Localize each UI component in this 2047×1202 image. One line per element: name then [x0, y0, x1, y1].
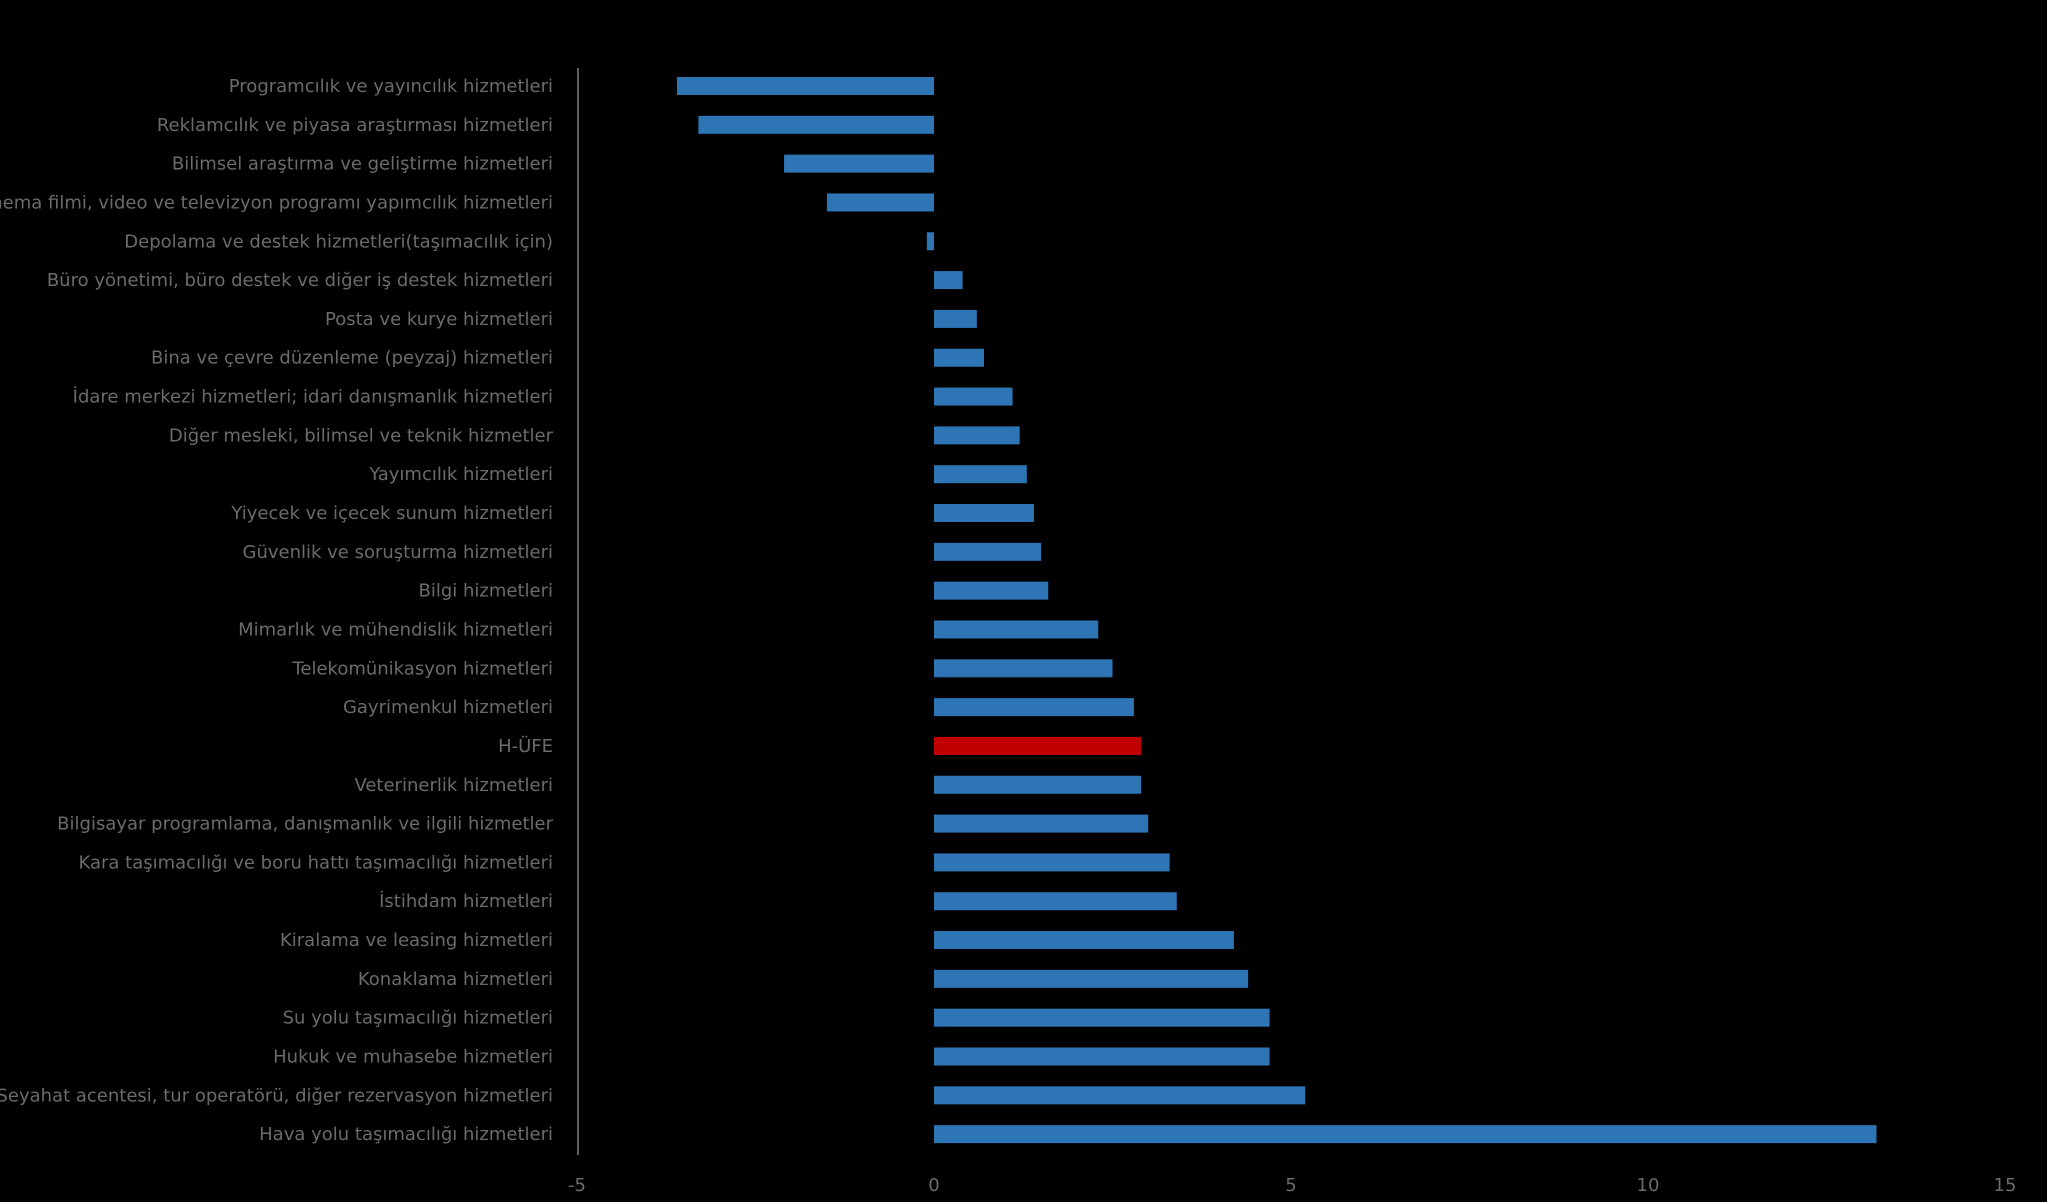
bar [934, 387, 1013, 406]
bar [934, 1125, 1877, 1144]
bar [934, 931, 1234, 950]
bar [826, 193, 934, 212]
bar [934, 620, 1099, 639]
bar [934, 271, 963, 290]
bar [934, 1047, 1270, 1066]
category-label: Bilimsel araştırma ve geliştirme hizmetl… [172, 154, 553, 175]
bar [926, 232, 934, 251]
x-tick-label: 10 [1637, 1175, 1660, 1196]
category-label: H-ÜFE [498, 735, 553, 757]
category-label: Sinema filmi, video ve televizyon progra… [0, 192, 553, 213]
bar [934, 504, 1034, 523]
bar [934, 892, 1177, 911]
category-label: Telekomünikasyon hizmetleri [291, 658, 553, 679]
bar [934, 814, 1149, 833]
bar [934, 581, 1049, 600]
category-label: Seyahat acentesi, tur operatörü, diğer r… [0, 1085, 553, 1106]
bar [934, 542, 1042, 561]
category-label: Konaklama hizmetleri [358, 969, 553, 990]
bar [934, 659, 1113, 678]
category-label: Bina ve çevre düzenleme (peyzaj) hizmetl… [151, 348, 553, 369]
category-labels-group: Programcılık ve yayıncılık hizmetleri Rek… [0, 76, 554, 1145]
category-label: İstihdam hizmetleri [379, 891, 553, 912]
category-label: Bilgi hizmetleri [419, 581, 554, 602]
bar [934, 465, 1027, 484]
category-label: Hukuk ve muhasebe hizmetleri [273, 1047, 553, 1068]
category-label: Hava yolu taşımacılığı hizmetleri [259, 1124, 553, 1145]
bar [934, 426, 1020, 445]
bar [934, 348, 984, 367]
bar [698, 115, 934, 134]
bar [934, 309, 977, 328]
x-tick-label: 0 [928, 1175, 939, 1196]
bar [934, 775, 1142, 794]
bar [934, 1086, 1306, 1105]
category-label: Programcılık ve yayıncılık hizmetleri [229, 76, 553, 97]
bar [676, 77, 934, 95]
category-label: Yiyecek ve içecek sunum hizmetleri [230, 503, 553, 524]
category-label: Veterinerlik hizmetleri [354, 775, 553, 796]
category-label: Su yolu taşımacılığı hizmetleri [283, 1008, 553, 1029]
category-label: Mimarlık ve mühendislik hizmetleri [238, 619, 553, 640]
category-label: Büro yönetimi, büro destek ve diğer iş d… [47, 270, 553, 291]
category-label: Posta ve kurye hizmetleri [325, 309, 553, 330]
category-label: Kara taşımacılığı ve boru hattı taşımacı… [78, 852, 553, 873]
x-tick-label: 5 [1285, 1175, 1296, 1196]
x-tick-label: -5 [568, 1175, 586, 1196]
category-label: Gayrimenkul hizmetleri [343, 697, 553, 718]
bar [784, 154, 934, 173]
x-tick-label: 15 [1994, 1175, 2017, 1196]
category-label: Yayımcılık hizmetleri [368, 464, 553, 485]
category-label: Diğer mesleki, bilimsel ve teknik hizmet… [169, 425, 554, 446]
category-label: Reklamcılık ve piyasa araştırması hizmet… [157, 115, 553, 136]
category-label: Kiralama ve leasing hizmetleri [280, 930, 553, 951]
bar [934, 969, 1249, 988]
bar [934, 1008, 1270, 1027]
category-label: İdare merkezi hizmetleri; idari danışman… [73, 387, 553, 408]
bar [934, 698, 1134, 717]
category-label: Güvenlik ve soruşturma hizmetleri [243, 542, 554, 563]
bar [934, 853, 1170, 872]
x-tick-labels-group: -5 0 5 10 15 [568, 1175, 2016, 1196]
category-label: Bilgisayar programlama, danışmanlık ve i… [57, 814, 553, 835]
bars-group [676, 77, 1877, 1144]
bar-highlight [934, 736, 1142, 755]
category-label: Depolama ve destek hizmetleri(taşımacılı… [124, 231, 553, 252]
